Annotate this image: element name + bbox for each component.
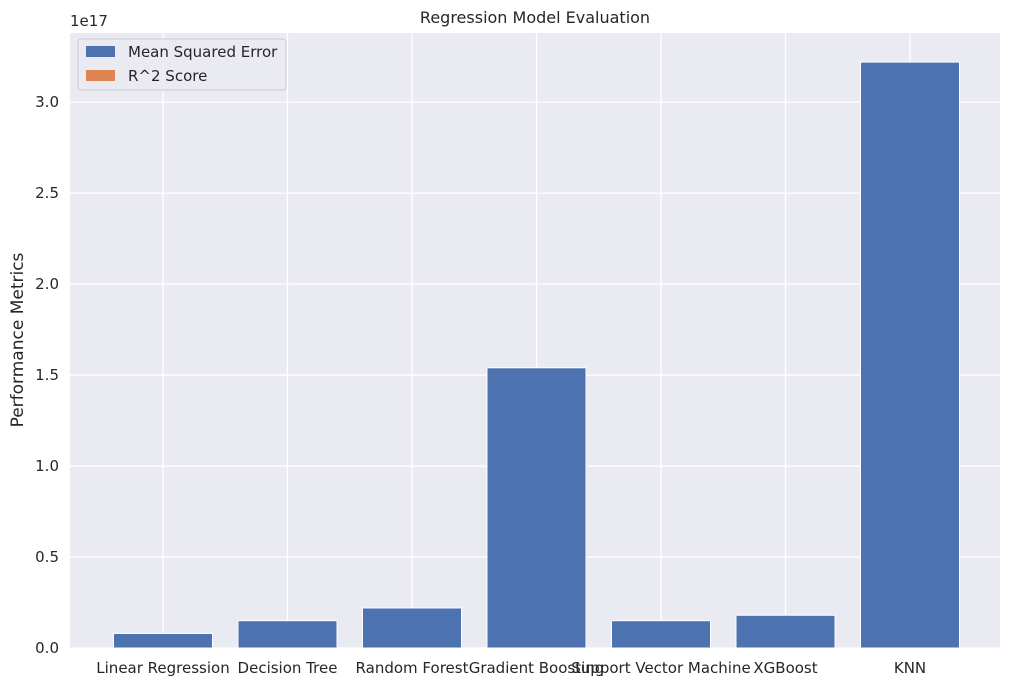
x-tick-label: Decision Tree bbox=[238, 659, 338, 677]
y-tick-label: 2.0 bbox=[35, 275, 59, 293]
y-axis-label: Performance Metrics bbox=[8, 252, 28, 427]
legend-label-r2-score: R^2 Score bbox=[128, 67, 207, 85]
bars bbox=[113, 61, 960, 649]
y-tick-label: 0.0 bbox=[35, 639, 59, 657]
x-tick-label: XGBoost bbox=[753, 659, 817, 677]
bar-mse-1 bbox=[237, 620, 338, 649]
y-tick-label: 1.5 bbox=[35, 366, 59, 384]
x-tick-labels: Linear Regression Decision Tree Random For… bbox=[96, 659, 926, 677]
x-tick-label: Support Vector Machine bbox=[571, 659, 750, 677]
y-tick-label: 0.5 bbox=[35, 548, 59, 566]
legend-swatch-r2-score bbox=[86, 70, 115, 81]
y-tick-label: 1.0 bbox=[35, 457, 59, 475]
legend-swatch-mean-squared-error bbox=[86, 46, 115, 57]
chart-title: Regression Model Evaluation bbox=[420, 8, 650, 27]
y-tick-label: 2.5 bbox=[35, 184, 59, 202]
y-tick-label: 3.0 bbox=[35, 93, 59, 111]
x-tick-label: KNN bbox=[894, 659, 926, 677]
bar-mse-0 bbox=[113, 632, 213, 649]
bar-mse-3 bbox=[486, 367, 587, 649]
bar-mse-5 bbox=[735, 614, 836, 649]
bar-mse-6 bbox=[860, 61, 960, 649]
legend-frame bbox=[77, 38, 287, 91]
y-offset-text: 1e17 bbox=[70, 12, 108, 30]
legend-label-mean-squared-error: Mean Squared Error bbox=[128, 43, 278, 61]
bar-mse-4 bbox=[611, 620, 711, 649]
bar-mse-2 bbox=[362, 607, 462, 649]
x-tick-label: Random Forest bbox=[356, 659, 469, 677]
y-tick-labels: 0.0 0.5 1.0 1.5 2.0 2.5 3.0 bbox=[35, 93, 59, 657]
x-tick-label: Gradient Boosting bbox=[469, 659, 605, 677]
legend: Mean Squared Error R^2 Score bbox=[77, 38, 287, 91]
x-tick-label: Linear Regression bbox=[96, 659, 229, 677]
